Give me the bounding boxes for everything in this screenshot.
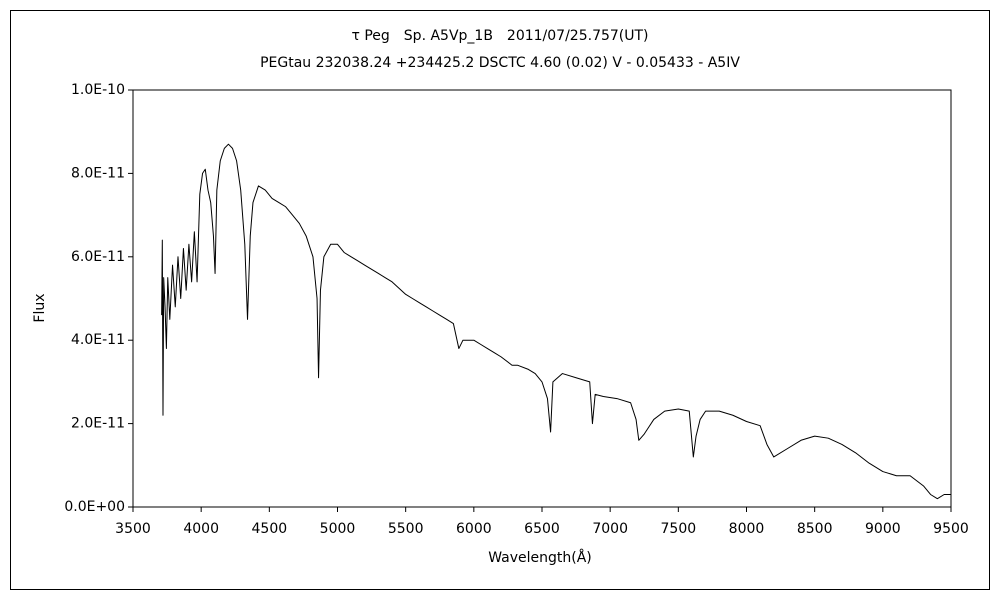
x-axis-label: Wavelength(Å)	[488, 549, 592, 566]
x-tick-label: 7000	[592, 521, 628, 537]
spectrum-line	[161, 143, 951, 500]
x-tick-label: 9000	[865, 521, 901, 537]
y-tick-label: 2.0E-11	[71, 416, 125, 432]
y-tick-label: 1.0E-10	[71, 82, 125, 98]
x-tick-label: 4500	[252, 521, 288, 537]
y-tick-label: 6.0E-11	[71, 249, 125, 265]
y-tick-label: 8.0E-11	[71, 165, 125, 181]
chart-frame	[10, 10, 990, 590]
x-tick-label: 6500	[524, 521, 560, 537]
x-tick-label: 7500	[661, 521, 697, 537]
y-tick-label: 0.0E+00	[64, 499, 125, 515]
chart-subtitle: PEGtau 232038.24 +234425.2 DSCTC 4.60 (0…	[260, 55, 740, 71]
x-tick-label: 6000	[456, 521, 492, 537]
x-tick-label: 8500	[797, 521, 833, 537]
y-tick-label: 4.0E-11	[71, 332, 125, 348]
y-axis-label: Flux	[32, 293, 48, 322]
x-tick-label: 5000	[320, 521, 356, 537]
x-tick-label: 8000	[729, 521, 765, 537]
x-tick-label: 4000	[183, 521, 219, 537]
chart-title: τ Peg Sp. A5Vp_1B 2011/07/25.757(UT)	[351, 28, 648, 44]
x-tick-label: 9500	[933, 521, 969, 537]
plot-area	[132, 89, 952, 508]
x-tick-label: 5500	[388, 521, 424, 537]
x-tick-label: 3500	[115, 521, 151, 537]
